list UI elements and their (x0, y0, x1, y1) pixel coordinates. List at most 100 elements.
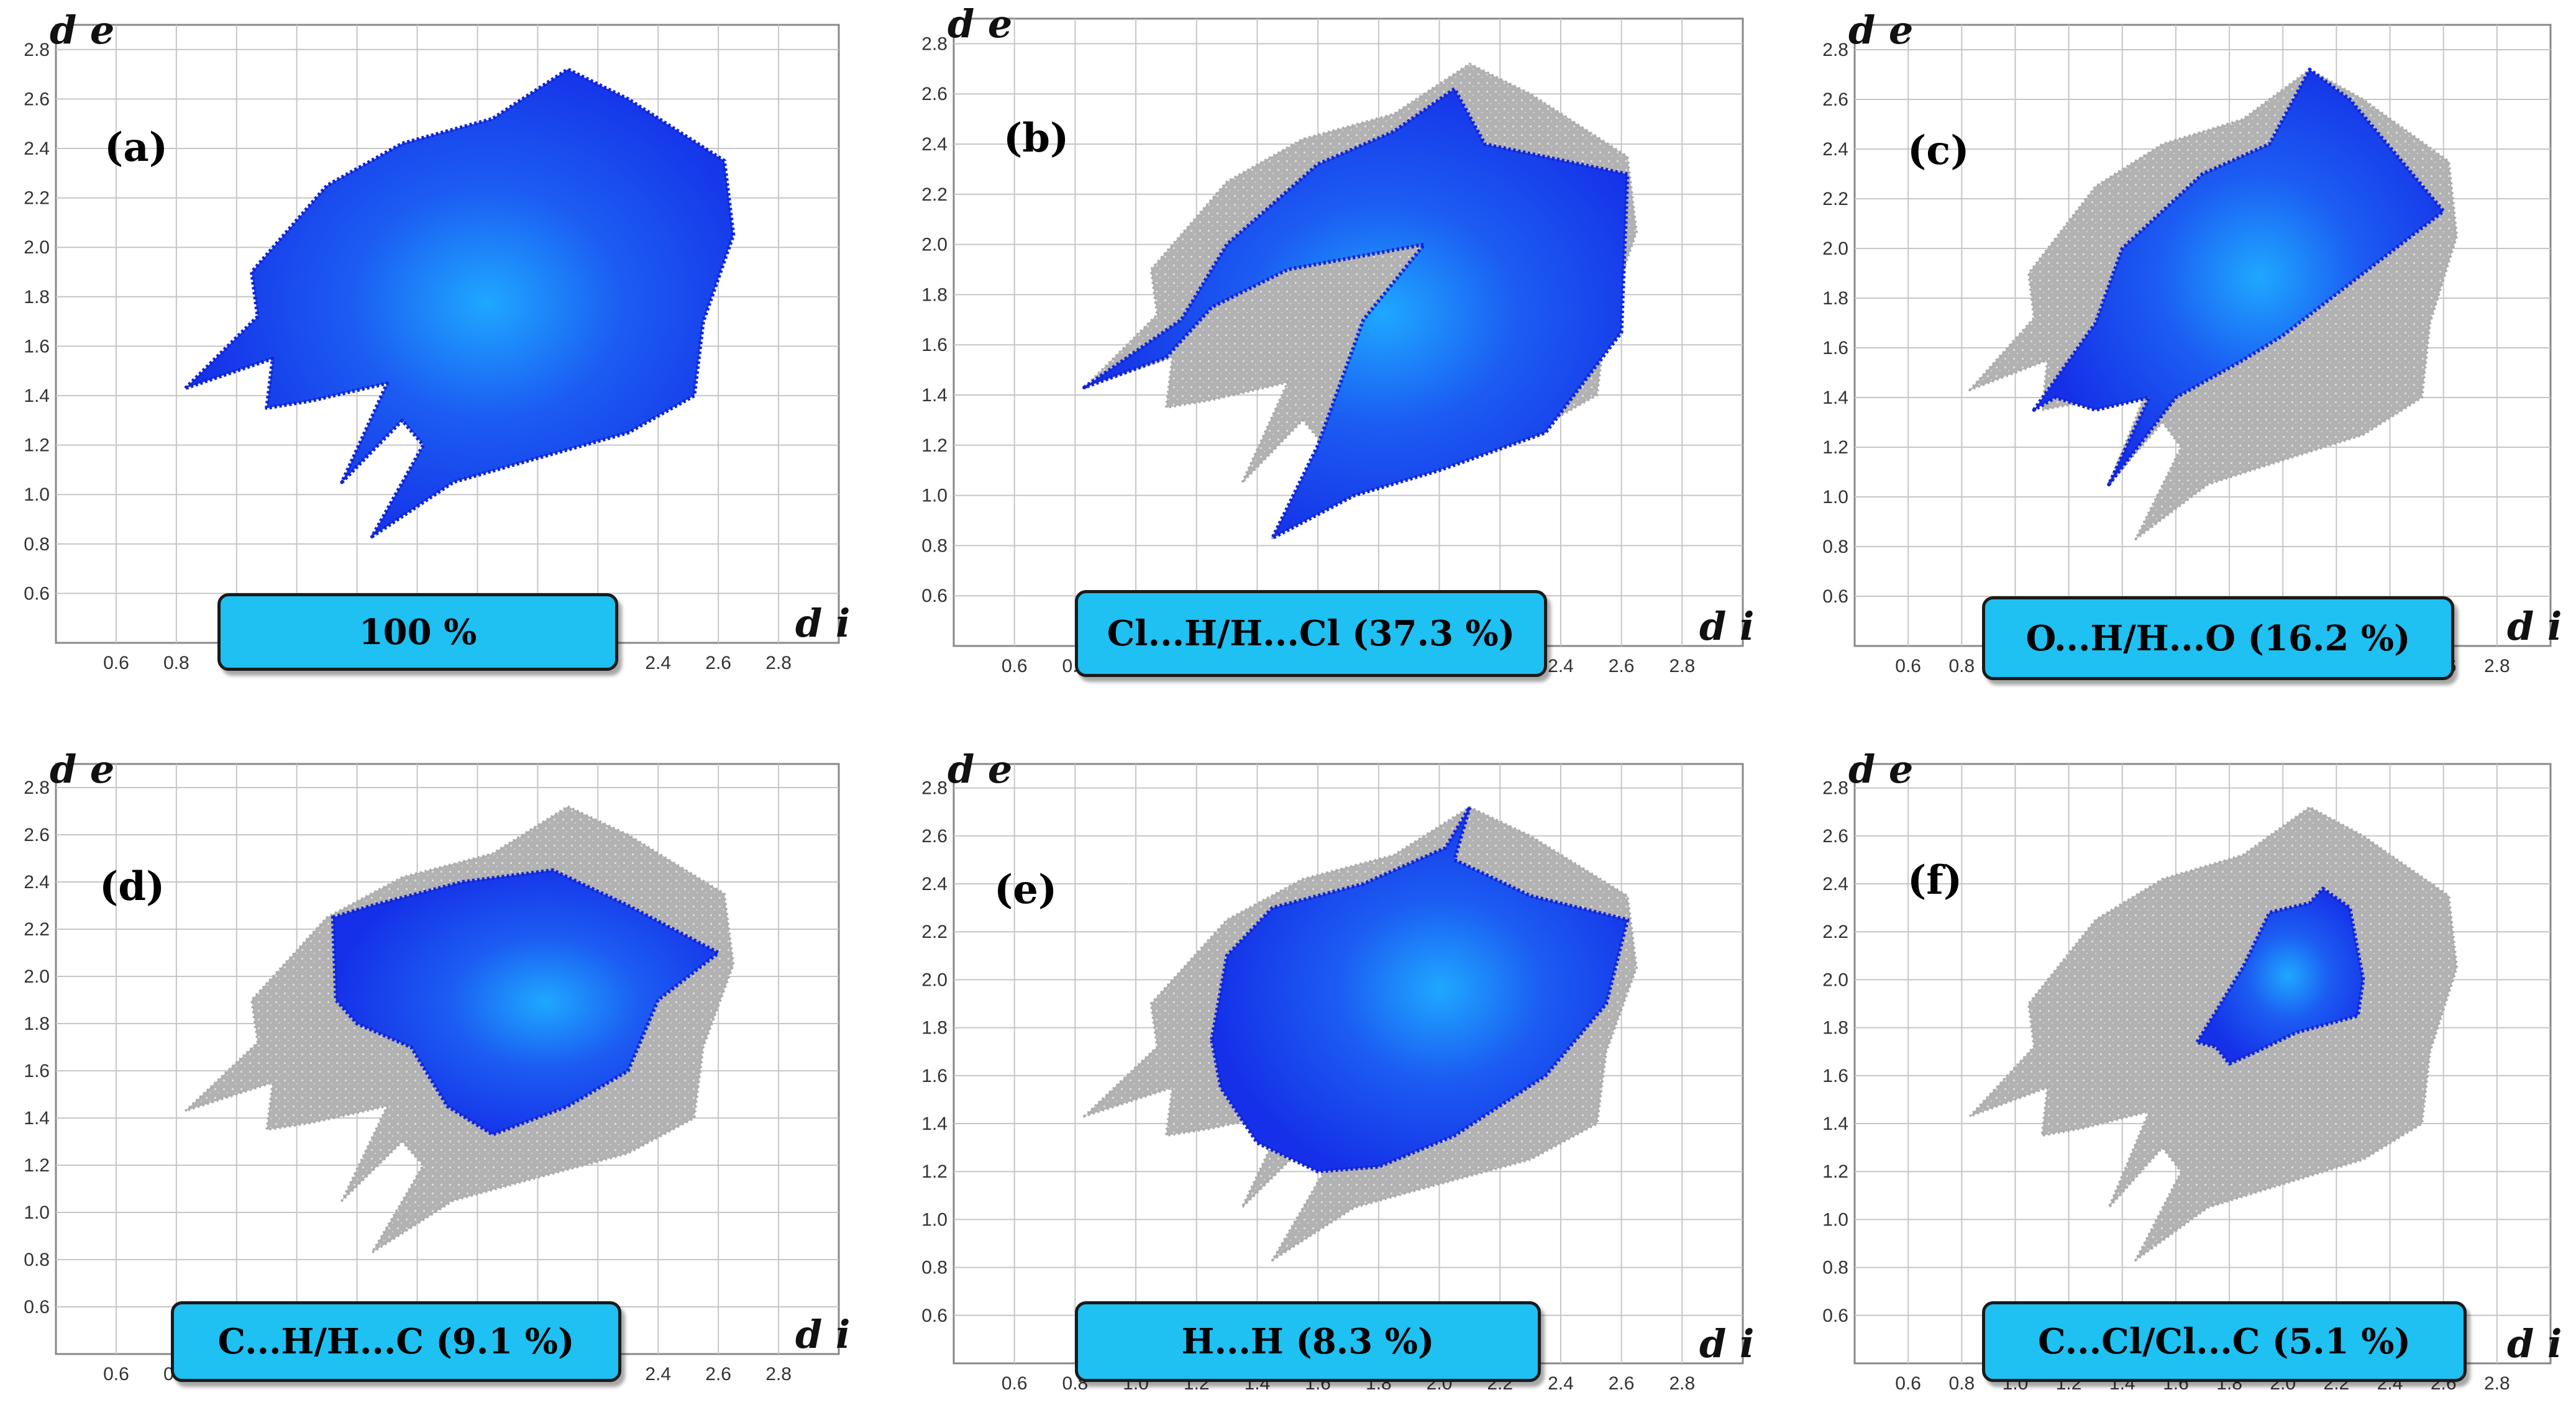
fingerprint-panel: 0.60.81.01.21.41.61.82.02.22.42.62.80.60… (24, 747, 851, 1398)
y-tick-label: 0.6 (1822, 1306, 1848, 1326)
y-tick-label: 1.2 (921, 435, 948, 456)
x-tick-label: 2.4 (1548, 1373, 1574, 1394)
y-tick-label: 2.4 (1822, 874, 1848, 894)
x-tick-label: 2.8 (765, 653, 792, 673)
contact-percentage-badge: C...H/H...C (9.1 %) (171, 1301, 621, 1382)
y-tick-label: 0.6 (921, 1306, 948, 1326)
y-tick-label: 2.2 (921, 922, 948, 942)
y-tick-label: 1.6 (921, 1066, 948, 1086)
y-tick-label: 1.8 (24, 1014, 50, 1034)
y-tick-label: 2.4 (24, 139, 50, 159)
x-axis-label: d i (795, 1312, 851, 1357)
contact-percentage-badge: 100 % (217, 593, 618, 671)
x-tick-label: 2.6 (1609, 1373, 1635, 1394)
y-axis-label: d e (948, 1, 1012, 47)
y-tick-label: 0.6 (24, 1297, 50, 1317)
x-axis-label: d i (2507, 604, 2562, 649)
highlighted-contact-region (1082, 87, 1630, 540)
y-tick-label: 2.4 (24, 872, 50, 893)
y-tick-label: 0.8 (1822, 1258, 1848, 1278)
x-tick-label: 0.6 (103, 653, 129, 673)
y-tick-label: 1.2 (24, 435, 50, 456)
x-tick-label: 2.4 (645, 1364, 671, 1384)
y-tick-label: 1.0 (921, 486, 948, 506)
y-axis-label: d e (50, 7, 114, 53)
y-tick-label: 1.6 (24, 336, 50, 357)
y-tick-label: 2.8 (1822, 778, 1848, 799)
x-axis-label: d i (1699, 604, 1755, 649)
y-tick-label: 1.6 (1822, 1066, 1848, 1086)
x-tick-label: 0.6 (1002, 656, 1028, 676)
y-tick-label: 1.4 (24, 386, 50, 406)
fingerprint-plot: 0.60.81.01.21.41.61.82.02.22.42.62.80.60… (1822, 7, 2562, 676)
x-axis-label: d i (1699, 1321, 1755, 1366)
y-tick-label: 2.4 (921, 134, 948, 155)
y-tick-label: 2.2 (921, 184, 948, 205)
x-tick-label: 0.6 (1895, 1373, 1921, 1394)
y-tick-label: 1.8 (1822, 1018, 1848, 1039)
y-tick-label: 2.2 (1822, 189, 1848, 209)
y-tick-label: 1.4 (24, 1108, 50, 1129)
x-tick-label: 2.6 (705, 653, 731, 673)
x-tick-label: 0.8 (1948, 656, 1975, 676)
y-axis-label: d e (948, 747, 1012, 792)
highlighted-contact-region (2032, 68, 2446, 486)
y-tick-label: 2.8 (921, 778, 948, 799)
fingerprint-plot: 0.60.81.01.21.41.61.82.02.22.42.62.80.60… (921, 1, 1755, 676)
y-tick-label: 2.0 (921, 235, 948, 255)
y-tick-label: 2.6 (1822, 826, 1848, 847)
fingerprint-plot: 0.60.81.01.21.41.61.82.02.22.42.62.80.60… (24, 7, 850, 673)
x-tick-label: 0.6 (103, 1364, 129, 1384)
y-tick-label: 1.2 (1822, 437, 1848, 458)
y-tick-label: 1.2 (1822, 1161, 1848, 1182)
fingerprint-panel: 0.60.81.01.21.41.61.82.02.22.42.62.80.60… (1822, 7, 2563, 689)
y-axis-label: d e (1848, 747, 1913, 792)
y-tick-label: 2.4 (1822, 139, 1848, 160)
contact-percentage-badge: O...H/H...O (16.2 %) (1982, 596, 2454, 680)
panel-letter: (a) (104, 124, 168, 171)
panel-letter: (f) (1907, 857, 1963, 904)
y-tick-label: 1.6 (921, 335, 948, 355)
x-tick-label: 0.6 (1895, 656, 1921, 676)
y-tick-label: 1.0 (24, 484, 50, 505)
x-tick-label: 2.8 (2484, 1373, 2510, 1394)
contact-percentage-badge: H...H (8.3 %) (1075, 1301, 1541, 1382)
y-tick-label: 2.8 (24, 40, 50, 60)
y-tick-label: 1.8 (921, 1018, 948, 1039)
y-tick-label: 2.2 (1822, 922, 1848, 942)
y-tick-label: 2.8 (1822, 40, 1848, 60)
y-tick-label: 2.8 (24, 778, 50, 798)
x-tick-label: 2.6 (1609, 656, 1635, 676)
x-tick-label: 2.8 (765, 1364, 792, 1384)
y-tick-label: 1.0 (1822, 487, 1848, 507)
y-tick-label: 0.8 (1822, 537, 1848, 557)
y-tick-label: 2.6 (24, 89, 50, 109)
y-tick-label: 1.6 (24, 1061, 50, 1081)
y-tick-label: 2.6 (24, 825, 50, 845)
fingerprint-panel: 0.60.81.01.21.41.61.82.02.22.42.62.80.60… (24, 7, 851, 686)
y-tick-label: 1.8 (24, 287, 50, 307)
x-tick-label: 2.8 (1669, 1373, 1695, 1394)
y-tick-label: 2.0 (24, 237, 50, 258)
y-tick-label: 2.2 (24, 919, 50, 940)
x-tick-label: 2.4 (645, 653, 671, 673)
y-tick-label: 0.8 (24, 1250, 50, 1270)
contact-percentage-badge: Cl...H/H...Cl (37.3 %) (1075, 590, 1547, 677)
y-axis-label: d e (50, 747, 114, 792)
x-tick-label: 0.8 (1948, 1373, 1975, 1394)
panel-letter: (e) (994, 866, 1057, 913)
y-tick-label: 1.2 (921, 1161, 948, 1182)
y-tick-label: 1.4 (1822, 388, 1848, 408)
x-tick-label: 2.4 (1548, 656, 1574, 676)
y-tick-label: 0.8 (921, 535, 948, 556)
contact-percentage-badge: C...Cl/Cl...C (5.1 %) (1982, 1301, 2467, 1382)
y-tick-label: 1.4 (921, 385, 948, 406)
panel-letter: (b) (1003, 115, 1069, 161)
y-tick-label: 0.8 (24, 534, 50, 555)
y-tick-label: 2.4 (921, 874, 948, 894)
y-tick-label: 1.0 (24, 1202, 50, 1223)
